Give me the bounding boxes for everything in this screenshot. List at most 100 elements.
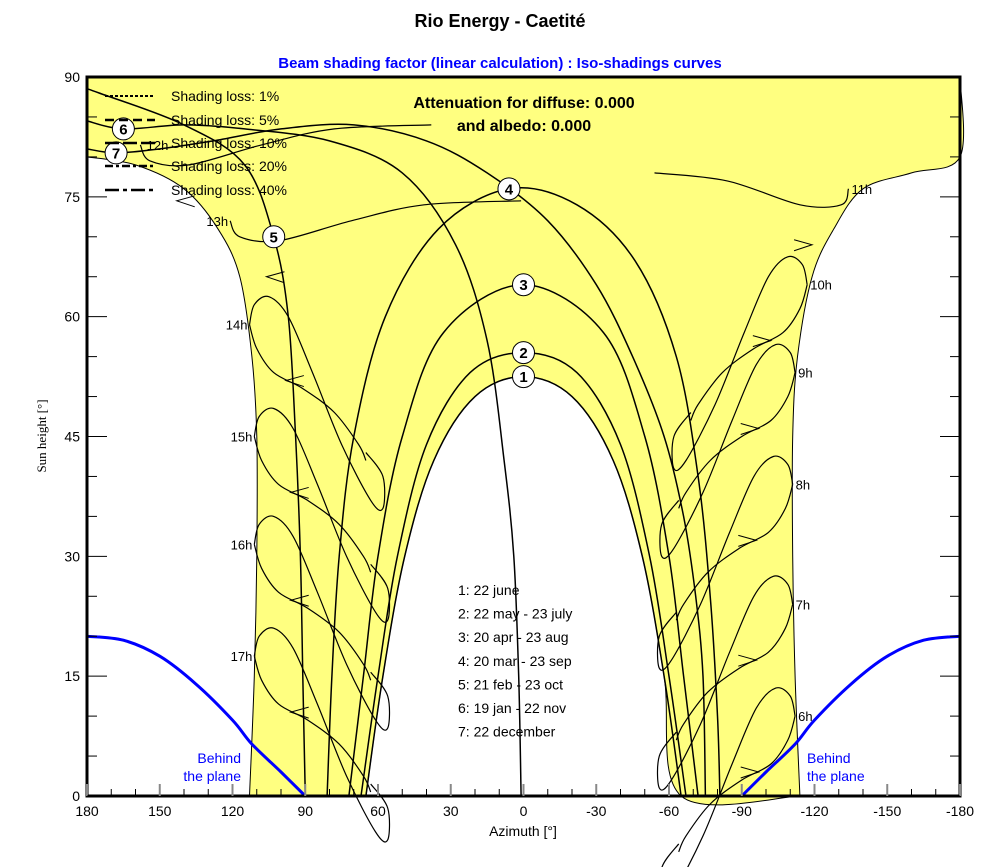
hour-loop-15h bbox=[253, 407, 391, 623]
behind-plane-right-line1: Behind bbox=[807, 750, 851, 766]
hour-label-10h: 10h bbox=[810, 278, 832, 293]
date-legend-item: 2: 22 may - 23 july bbox=[458, 606, 572, 622]
hour-arrow-icon bbox=[738, 534, 759, 547]
hour-label-17h: 17h bbox=[231, 649, 253, 664]
hour-loop-8h bbox=[656, 455, 794, 671]
x-tick-label: -180 bbox=[946, 803, 974, 819]
attenuation-note-line1: Attenuation for diffuse: 0.000 bbox=[413, 95, 634, 112]
x-tick-label: 0 bbox=[520, 803, 528, 819]
date-marker-circle bbox=[262, 225, 286, 249]
behind-plane-curve-left bbox=[86, 634, 307, 798]
hour-curve-13h bbox=[229, 200, 522, 243]
y-tick-label: 90 bbox=[64, 69, 80, 85]
sun-path-6 bbox=[86, 120, 522, 797]
hour-label-9h: 9h bbox=[798, 366, 812, 381]
date-marker-7: 7 bbox=[104, 141, 128, 165]
date-marker-6: 6 bbox=[111, 117, 135, 141]
hour-label-8h: 8h bbox=[796, 477, 810, 492]
date-legend-item: 3: 20 apr - 23 aug bbox=[458, 629, 569, 645]
x-tick-label: 120 bbox=[221, 803, 245, 819]
hour-curve-8h bbox=[675, 484, 794, 621]
date-circle-labels: 1 2 3 4 5 6 7 bbox=[104, 117, 535, 389]
date-marker-number: 4 bbox=[505, 181, 514, 198]
behind-plane-right-line2: the plane bbox=[807, 768, 865, 784]
date-marker-circle bbox=[111, 117, 135, 141]
date-legend-item: 7: 22 december bbox=[458, 724, 556, 740]
x-axis-label: Azimuth [°] bbox=[489, 823, 557, 839]
date-marker-circle bbox=[512, 273, 535, 297]
legend: Shading loss: 1% Shading loss: 5% Shadin… bbox=[105, 88, 287, 198]
date-marker-3: 3 bbox=[512, 273, 535, 297]
sun-path-7 bbox=[86, 123, 707, 797]
behind-plane-curve-right bbox=[740, 634, 961, 798]
x-tick-label: -60 bbox=[659, 803, 679, 819]
hour-arrow-icon bbox=[284, 375, 305, 388]
date-legend: 1: 22 june 2: 22 may - 23 july 3: 20 apr -… bbox=[458, 582, 572, 740]
x-tick-label: 180 bbox=[75, 803, 99, 819]
y-tick-label: 60 bbox=[64, 309, 80, 325]
hour-arrow-icon bbox=[752, 335, 773, 348]
y-tick-label: 30 bbox=[64, 548, 80, 564]
hour-loop-17h bbox=[253, 627, 391, 843]
x-tick-label: -90 bbox=[732, 803, 752, 819]
sun-path-5 bbox=[86, 88, 307, 797]
x-tick-label: 30 bbox=[443, 803, 459, 819]
x-tick-label: -150 bbox=[873, 803, 901, 819]
x-tick-label: 150 bbox=[148, 803, 172, 819]
hour-arrow-icon bbox=[738, 654, 759, 667]
hour-curve-14h bbox=[248, 324, 367, 461]
x-axis: 180 150 120 90 60 30 0 -30 -60 -90 -120 -150 -180 bbox=[75, 784, 974, 819]
attenuation-note-line2: and albedo: 0.000 bbox=[457, 118, 591, 135]
hour-arrow-icon bbox=[264, 271, 285, 284]
hour-label-7h: 7h bbox=[796, 597, 810, 612]
hour-loop-6h bbox=[661, 687, 796, 867]
hour-curve-11h bbox=[654, 172, 850, 208]
chart-subtitle: Beam shading factor (linear calculation)… bbox=[278, 55, 721, 72]
date-marker-circle bbox=[512, 365, 535, 389]
hour-arrow-icon bbox=[793, 239, 814, 252]
sun-path-4 bbox=[326, 187, 721, 797]
hour-loop-16h bbox=[253, 515, 391, 731]
plot-area: 6h 7h 8h 9h 10h 11h 12h 13h 14h 15h 16h 17h 1 2 3 4 5 6 7 bbox=[85, 75, 965, 867]
hour-arrow-icon bbox=[740, 423, 761, 435]
hour-curve-6h bbox=[678, 715, 796, 853]
date-marker-number: 2 bbox=[519, 345, 527, 362]
x-tick-label: 60 bbox=[370, 803, 386, 819]
date-marker-number: 3 bbox=[519, 277, 527, 294]
legend-entry-2: Shading loss: 5% bbox=[171, 112, 279, 128]
hour-label-14h: 14h bbox=[226, 318, 248, 333]
hour-curve-15h bbox=[253, 436, 372, 573]
hour-arrow-icon bbox=[740, 766, 761, 779]
hour-arrow-icon bbox=[288, 706, 309, 719]
legend-entry-4: Shading loss: 20% bbox=[171, 158, 287, 174]
date-marker-circle bbox=[512, 341, 535, 365]
hour-loop-10h bbox=[671, 255, 808, 472]
hour-labels: 6h 7h 8h 9h 10h 11h 12h 13h 14h 15h 16h 17h bbox=[147, 138, 873, 724]
hour-curve-10h bbox=[690, 284, 808, 421]
date-marker-number: 5 bbox=[270, 229, 278, 246]
legend-entry-1: Shading loss: 1% bbox=[171, 88, 279, 104]
hour-loop-9h bbox=[659, 343, 796, 559]
hour-label-16h: 16h bbox=[231, 537, 253, 552]
y-tick-label: 15 bbox=[64, 668, 80, 684]
hour-curve-9h bbox=[678, 372, 796, 509]
hour-loop-14h bbox=[248, 295, 386, 512]
date-marker-number: 6 bbox=[119, 121, 127, 138]
date-marker-number: 1 bbox=[519, 369, 527, 386]
hour-label-11h: 11h bbox=[851, 182, 872, 197]
hour-curves bbox=[139, 124, 850, 867]
hour-loop-7h bbox=[656, 575, 794, 791]
x-tick-label: -30 bbox=[586, 803, 606, 819]
hour-curve-16h bbox=[253, 544, 372, 681]
hour-label-15h: 15h bbox=[231, 430, 253, 445]
legend-entry-3: Shading loss: 10% bbox=[171, 135, 287, 151]
hour-arrow-icon bbox=[175, 195, 195, 208]
date-marker-5: 5 bbox=[262, 225, 286, 249]
y-tick-label: 75 bbox=[64, 189, 80, 205]
hour-curve-12h bbox=[139, 124, 432, 167]
date-legend-item: 1: 22 june bbox=[458, 582, 520, 598]
y-tick-label: 0 bbox=[72, 788, 80, 804]
date-marker-2: 2 bbox=[512, 341, 535, 365]
hour-label-13h: 13h bbox=[206, 214, 228, 229]
